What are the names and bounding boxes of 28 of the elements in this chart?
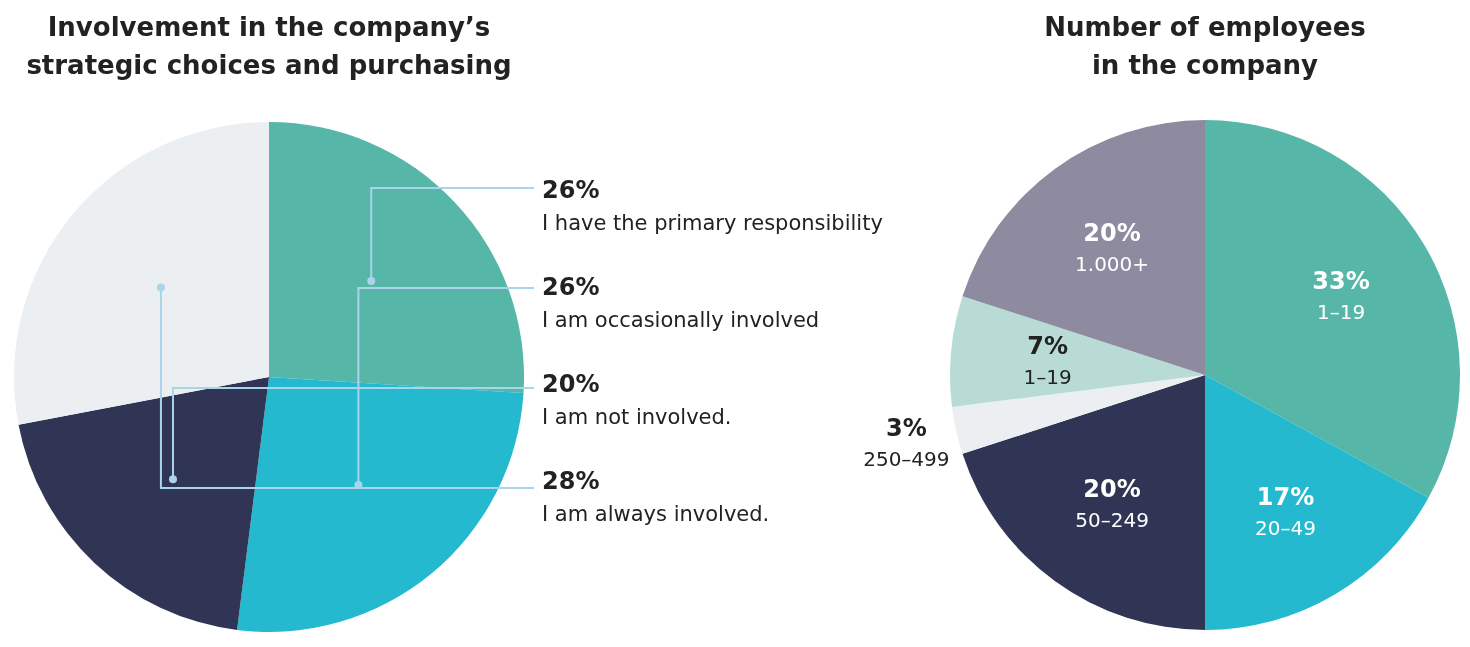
slice-label: I am always involved. <box>542 502 770 526</box>
slice-label: 1–19 <box>1023 365 1072 390</box>
data-label: 17% <box>1256 483 1315 512</box>
pie-slice <box>950 296 1205 407</box>
pie-slice <box>18 377 269 630</box>
pie-slice <box>1205 375 1429 630</box>
data-label: 20% <box>1083 219 1141 248</box>
data-label: 7% <box>1027 332 1068 361</box>
slice-label: 1–19 <box>1316 299 1366 324</box>
data-label: 28% <box>542 467 600 495</box>
data-label: 3% <box>885 413 927 442</box>
slice-label: 50–249 <box>1075 507 1149 532</box>
chart-title: Number of employees in the company <box>1044 12 1366 80</box>
data-label: 26% <box>542 176 600 204</box>
slice-label: 1.000+ <box>1075 252 1150 277</box>
pie-slice <box>269 122 524 394</box>
data-label: 26% <box>542 273 600 301</box>
data-label: 33% <box>1312 266 1370 295</box>
slice-label: I have the primary responsibility <box>542 211 883 235</box>
slice-label: 20–49 <box>1255 516 1316 541</box>
pie-slice <box>14 122 269 425</box>
slice-label: I am not involved. <box>542 405 732 429</box>
slice-label: 250–499 <box>863 446 950 471</box>
data-label: 20% <box>1083 474 1141 503</box>
pie-slice <box>237 377 524 632</box>
chart-title: Involvement in the company’s strategic choices and purchasing <box>26 12 512 80</box>
data-label: 20% <box>542 370 600 398</box>
slice-label: I am occasionally involved <box>542 308 820 332</box>
